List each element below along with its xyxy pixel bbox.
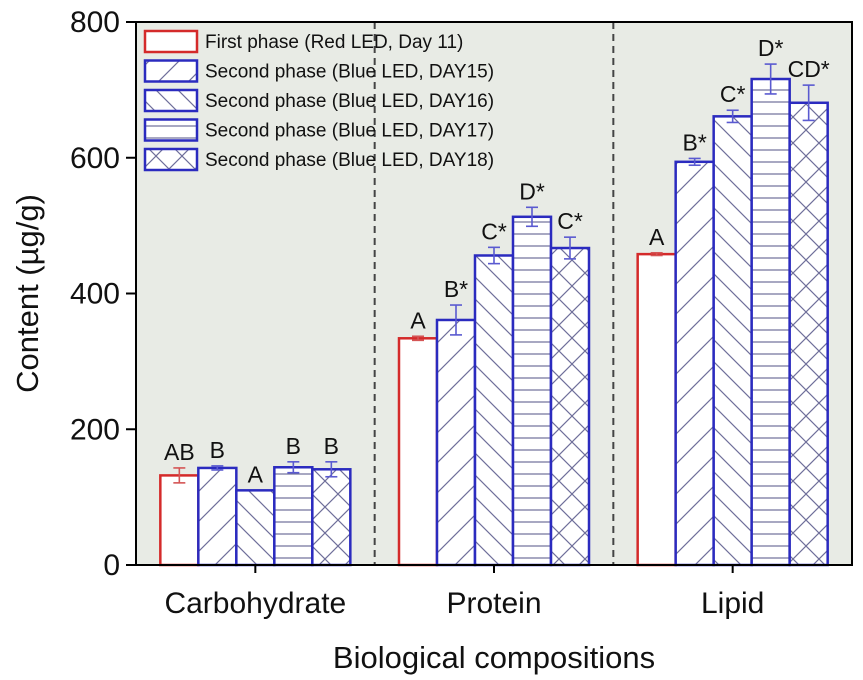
legend-label: Second phase (Blue LED, DAY15) xyxy=(205,62,494,83)
significance-label: A xyxy=(410,307,426,333)
significance-label: AB xyxy=(164,439,195,465)
significance-label: C* xyxy=(720,81,746,107)
axes-layer: 0 200 400 600 800 Carbohydrate Protein Lipid xyxy=(70,6,764,620)
significance-label: A xyxy=(649,224,665,250)
legend-swatch xyxy=(143,29,199,54)
significance-labels-layer: AB BAB BAB*C*D*C*AB*C*D*CD* xyxy=(164,35,830,487)
significance-label: B* xyxy=(683,129,707,155)
significance-label: B xyxy=(210,437,225,463)
significance-label: B xyxy=(286,433,301,459)
bar[interactable] xyxy=(712,115,753,567)
legend-swatch xyxy=(143,59,199,83)
bar[interactable] xyxy=(159,474,200,567)
bar[interactable] xyxy=(511,215,553,567)
bar[interactable] xyxy=(674,160,715,567)
bar[interactable] xyxy=(197,466,238,567)
y-tick-label: 200 xyxy=(70,413,120,446)
bar[interactable] xyxy=(235,489,276,567)
legend-label: Second phase (Blue LED, DAY18) xyxy=(205,150,494,171)
bar[interactable] xyxy=(473,254,515,567)
legend: First phase (Red LED, Day 11) Second phas… xyxy=(143,29,494,172)
significance-label: A xyxy=(248,461,264,487)
bar[interactable] xyxy=(549,246,591,567)
legend-swatch xyxy=(143,118,199,142)
y-tick-label: 600 xyxy=(70,142,120,175)
x-axis-title: Biological compositions xyxy=(333,640,655,675)
significance-label: CD* xyxy=(788,56,830,82)
y-axis-title: Content (µg/g) xyxy=(10,194,45,393)
error-bars-layer xyxy=(173,63,815,484)
legend-label: First phase (Red LED, Day 11) xyxy=(205,32,463,53)
x-category-label: Protein xyxy=(446,587,541,620)
legend-label: Second phase (Blue LED, DAY17) xyxy=(205,121,494,142)
bar[interactable] xyxy=(750,77,791,567)
significance-label: C* xyxy=(557,208,583,234)
bar[interactable] xyxy=(788,101,829,567)
bar[interactable] xyxy=(636,252,677,567)
bar[interactable] xyxy=(311,468,352,567)
legend-swatch xyxy=(143,147,199,172)
y-tick-label: 800 xyxy=(70,6,120,39)
bar[interactable] xyxy=(397,337,439,567)
category-separators xyxy=(373,22,615,565)
y-tick-label: 0 xyxy=(103,549,120,582)
significance-label: B* xyxy=(444,276,468,302)
x-category-label: Carbohydrate xyxy=(164,587,346,620)
bars-layer xyxy=(159,77,829,567)
bar[interactable] xyxy=(273,466,314,567)
significance-label: D* xyxy=(519,178,545,204)
significance-label: D* xyxy=(758,35,784,61)
legend-swatch xyxy=(143,88,199,113)
bar[interactable] xyxy=(435,318,477,567)
y-tick-label: 400 xyxy=(70,278,120,311)
x-category-label: Lipid xyxy=(701,587,764,620)
significance-label: B xyxy=(324,433,339,459)
significance-label: C* xyxy=(481,218,507,244)
legend-label: Second phase (Blue LED, DAY16) xyxy=(205,91,494,112)
